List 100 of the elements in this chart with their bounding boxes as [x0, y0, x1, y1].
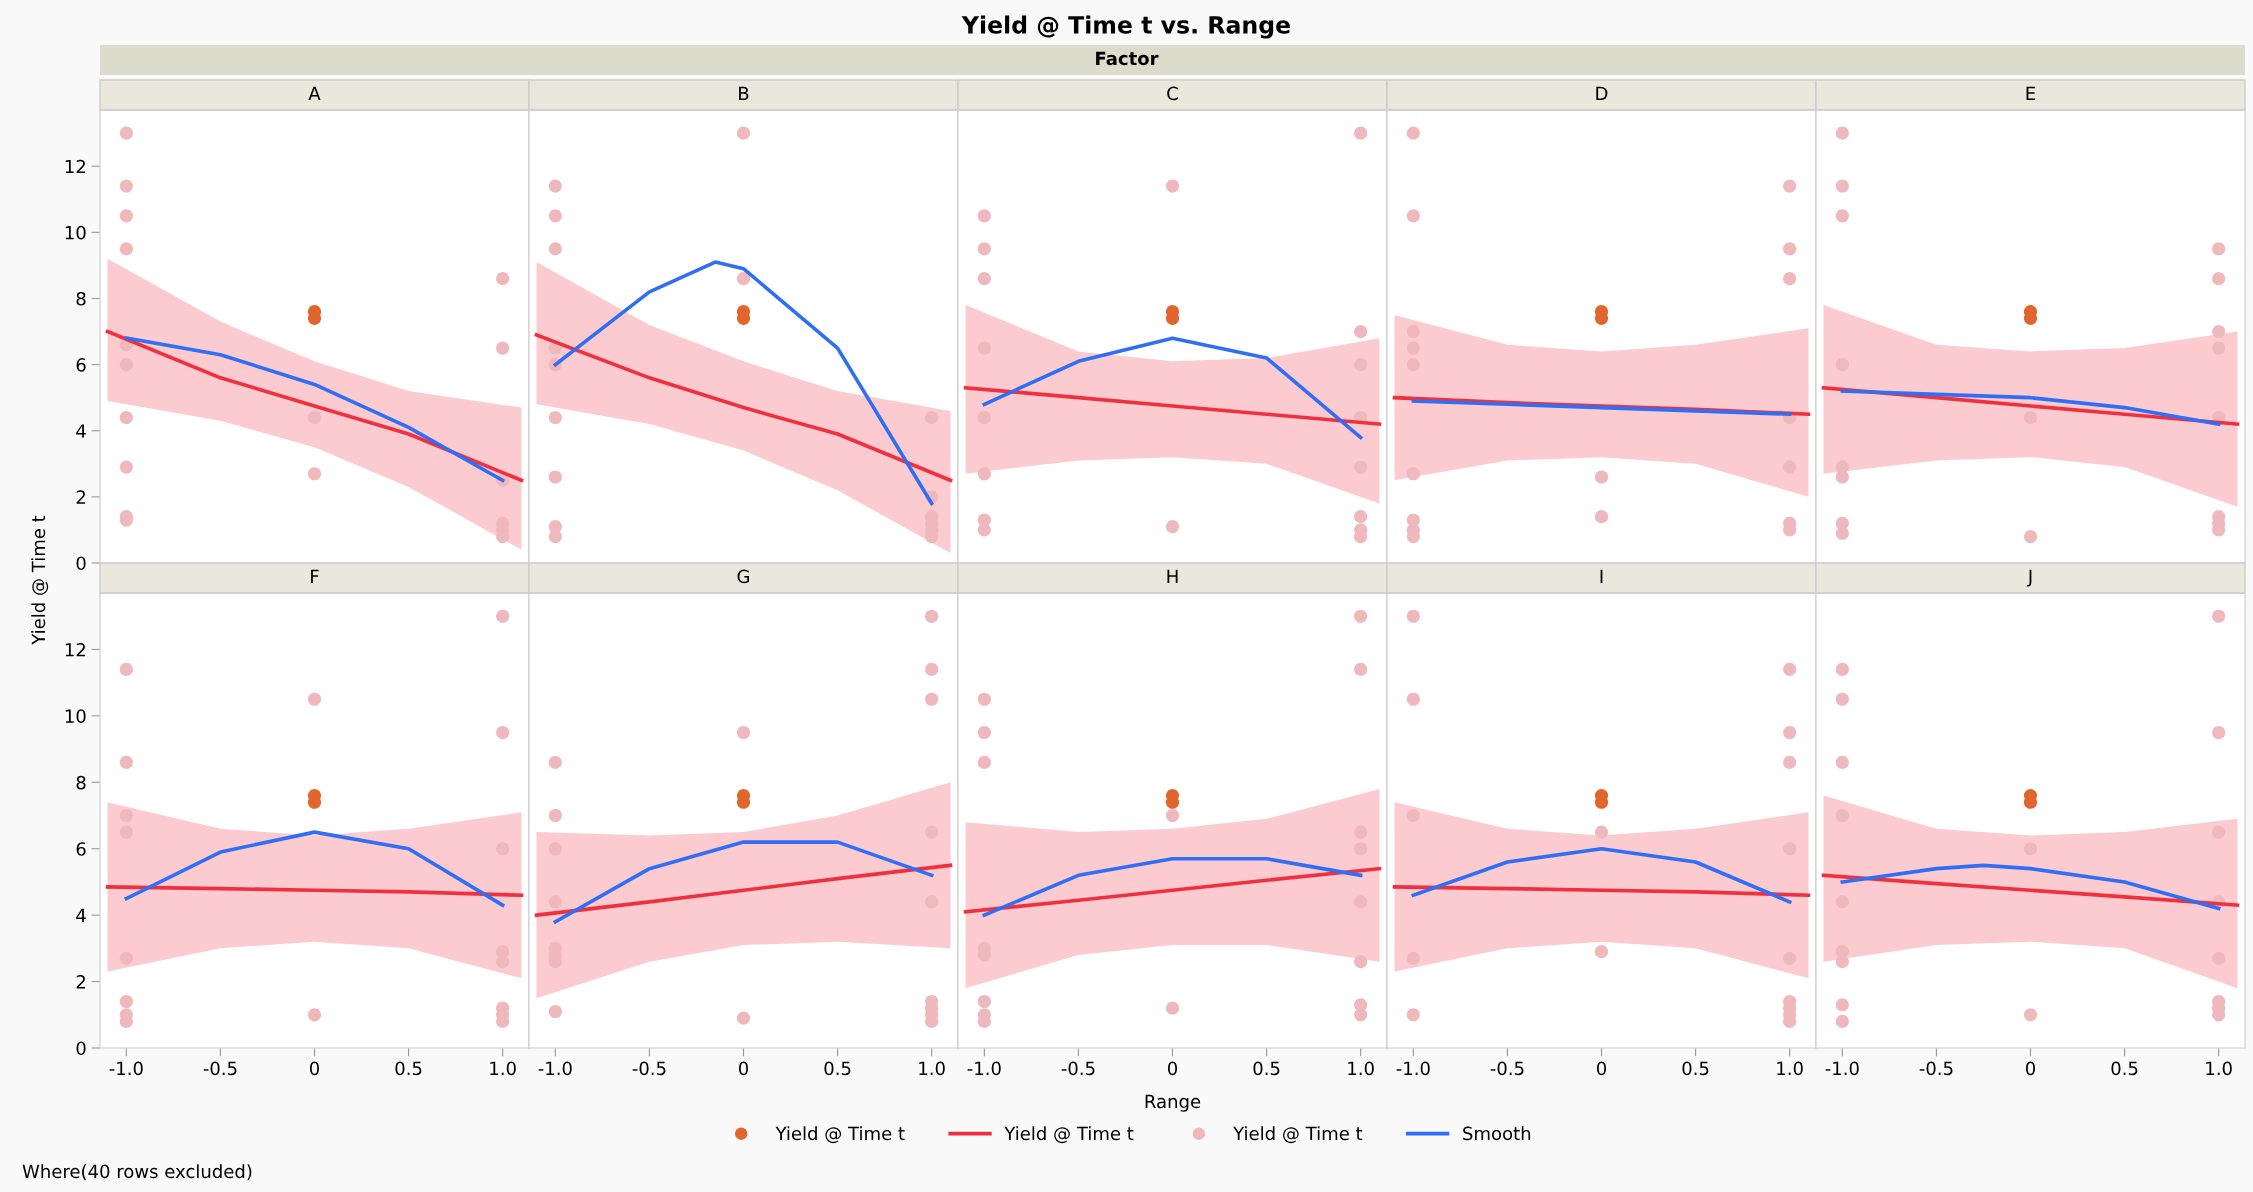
chart-title: F [311, 569, 319, 583]
x-tick-label: 0 [738, 1061, 749, 1076]
line-series [124, 830, 505, 907]
point [977, 755, 991, 769]
x-tick-label: -0.5 [632, 1061, 666, 1076]
y-tick-label: 4 [76, 908, 86, 923]
point [1165, 808, 1180, 823]
point [548, 755, 562, 769]
x-tick-label: 0.5 [824, 1061, 851, 1076]
point [307, 692, 322, 706]
point [736, 725, 751, 740]
point [119, 755, 133, 769]
point [1594, 945, 1609, 959]
point [1354, 609, 1368, 623]
legend-label: Yield @ Time t [775, 1126, 905, 1144]
point [1165, 1001, 1180, 1015]
point [1354, 510, 1368, 524]
point [1406, 808, 1420, 823]
y-tick-label: 12 [65, 642, 85, 657]
x-tick-label: 0 [2025, 1061, 2036, 1076]
legend-label: Smooth [1463, 1126, 1531, 1141]
point [1783, 272, 1797, 286]
point [119, 209, 133, 223]
point [2212, 609, 2226, 623]
point [119, 179, 133, 193]
point [496, 341, 510, 355]
x-tick-label: 1.0 [1777, 1061, 1803, 1076]
x-tick-label: 1.0 [2206, 1061, 2232, 1076]
chart-title: J [2026, 569, 2032, 587]
x-tick-label: 0.5 [2111, 1061, 2138, 1076]
line-series [105, 885, 524, 898]
point [1406, 126, 1420, 140]
point [548, 529, 562, 544]
point [1594, 470, 1609, 484]
point [977, 994, 991, 1009]
point [548, 209, 562, 223]
point [1406, 692, 1420, 706]
x-tick-label: -0.5 [1919, 1061, 1953, 1076]
point [548, 470, 562, 484]
point [548, 895, 562, 909]
point [548, 242, 562, 256]
chart-title: B [739, 86, 749, 100]
point [977, 272, 991, 286]
point [1354, 1008, 1368, 1022]
point [977, 242, 991, 256]
chart-title: I [1600, 569, 1603, 583]
point [548, 410, 562, 425]
point [925, 692, 939, 706]
point [1354, 126, 1368, 140]
text: Yield @ Time t [31, 515, 49, 645]
point [119, 662, 133, 676]
point [1354, 662, 1368, 676]
point [1783, 725, 1797, 740]
x-tick-label: 0 [1596, 1061, 1607, 1076]
x-tick-label: 0 [309, 1061, 320, 1076]
x-tick-label: -0.5 [1490, 1061, 1524, 1076]
point [977, 209, 991, 223]
x-tick-label: -1.0 [109, 1061, 143, 1076]
chart-title: H [1167, 569, 1178, 583]
point [2023, 410, 2038, 425]
text: Factor [1096, 51, 1159, 66]
x-tick-label: 1.0 [1348, 1061, 1374, 1076]
x-tick-label: 1.0 [490, 1061, 516, 1076]
point [1406, 467, 1420, 481]
point [119, 460, 133, 474]
x-tick-label: -1.0 [538, 1061, 572, 1076]
point [2212, 725, 2226, 740]
point [119, 994, 133, 1009]
point [307, 410, 322, 425]
point [1783, 662, 1797, 676]
y-tick-label: 8 [76, 291, 86, 306]
point [2212, 324, 2226, 339]
y-tick-label: 2 [76, 490, 85, 504]
point [307, 1008, 322, 1022]
point [1406, 209, 1420, 223]
point [119, 410, 133, 425]
chart-title: E [2026, 86, 2036, 100]
point [1835, 692, 1849, 706]
point [1406, 951, 1420, 965]
point [1835, 755, 1849, 769]
y-tick-label: 0 [76, 556, 86, 571]
text: Range [1145, 1094, 1201, 1112]
point [1594, 825, 1609, 839]
y-tick-label: 6 [76, 358, 86, 372]
point [1835, 1014, 1849, 1029]
point [736, 1011, 751, 1025]
point [925, 609, 939, 623]
point [1835, 470, 1849, 484]
point [1165, 179, 1180, 193]
x-tick-label: -0.5 [1061, 1061, 1095, 1076]
point [2023, 1008, 2038, 1022]
point [977, 725, 991, 740]
point [548, 179, 562, 193]
chart-title: C [1167, 86, 1178, 101]
legend-label: Yield @ Time t [1233, 1126, 1363, 1144]
point [1783, 179, 1797, 193]
point [1406, 1008, 1420, 1022]
point [977, 467, 991, 481]
text: Where(40 rows excluded) [22, 1164, 252, 1181]
point [1354, 324, 1368, 339]
